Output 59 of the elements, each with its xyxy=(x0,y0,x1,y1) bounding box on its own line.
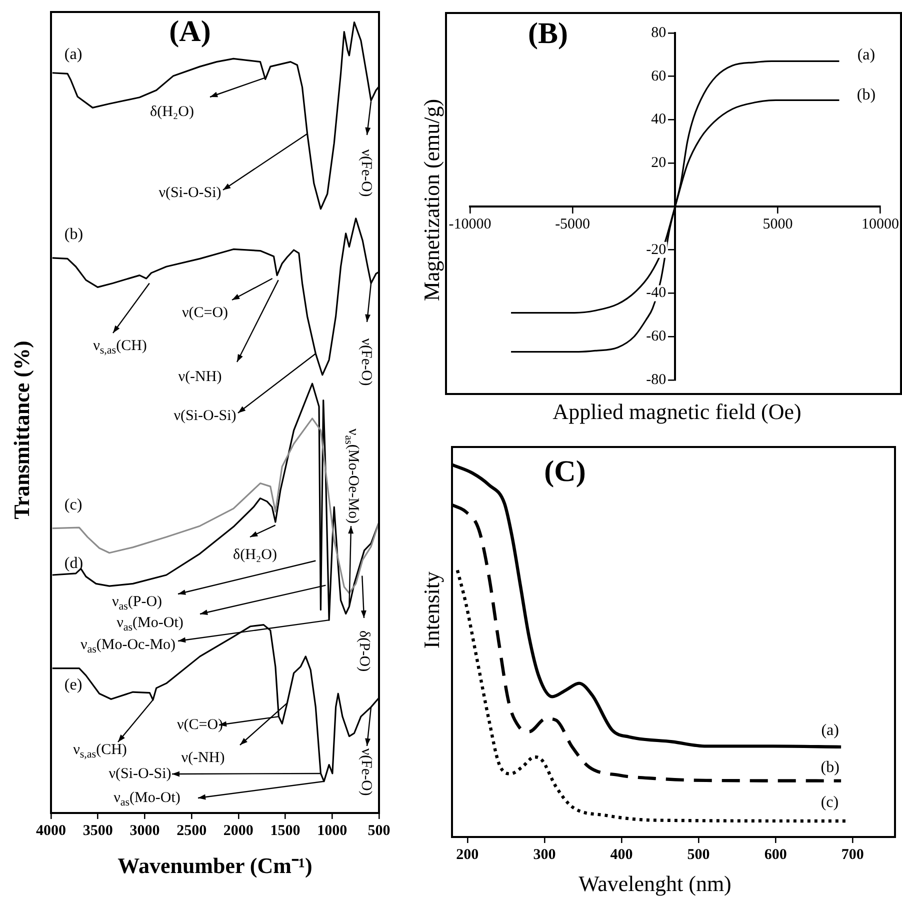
x-tick-label: 500 xyxy=(368,822,390,839)
chart-title: (A) xyxy=(169,15,211,48)
annotation: ν(Fe-O) xyxy=(358,149,374,197)
annotation: δ(H₂O) xyxy=(233,546,277,563)
x-tick-label: -10000 xyxy=(448,216,492,232)
y-tick-label: -40 xyxy=(646,285,666,302)
x-axis-title: Applied magnetic field (Oe) xyxy=(552,399,802,424)
annotation: δ(H₂O) xyxy=(150,104,194,120)
series-label: (d) xyxy=(64,555,84,572)
y-tick-label: 40 xyxy=(651,112,666,128)
y-tick-label: -80 xyxy=(646,372,666,388)
y-axis-title: Magnetization (emu/g) xyxy=(419,98,444,302)
x-tick-label: 200 xyxy=(456,846,479,863)
annotation: ν(-NH) xyxy=(178,368,222,385)
annotation: ν(C=O) xyxy=(176,716,224,733)
chart-title: (B) xyxy=(528,17,568,50)
y-tick-label: -20 xyxy=(646,242,666,258)
x-tick-label: 3500 xyxy=(82,822,113,839)
series-label: (e) xyxy=(64,676,82,694)
x-tick-label: 400 xyxy=(610,846,633,863)
series-label: (b) xyxy=(820,759,840,776)
y-axis-title: Transmittance (%) xyxy=(9,340,34,520)
y-tick-label: -60 xyxy=(646,328,666,345)
series-label: (a) xyxy=(857,46,876,64)
series-label: (c) xyxy=(64,496,82,514)
annotation: ν(Si-O-Si) xyxy=(174,408,236,424)
annotation: ν(Fe-O) xyxy=(358,338,374,386)
y-tick-label: 20 xyxy=(651,155,666,172)
annotation: ν(Si-O-Si) xyxy=(158,184,222,201)
series-label: (b) xyxy=(856,86,876,104)
x-tick-label: 2500 xyxy=(176,822,207,839)
x-tick-label: 4000 xyxy=(36,822,66,839)
x-axis-title: Wavelenght (nm) xyxy=(578,871,732,896)
annotation: ν(C=O) xyxy=(182,304,228,321)
series-label: (c) xyxy=(820,794,839,812)
x-tick-label: -5000 xyxy=(555,216,590,232)
x-tick-label: 1000 xyxy=(317,822,348,839)
annotation: ν(Si-O-Si) xyxy=(108,766,172,782)
x-tick-label: 600 xyxy=(764,846,787,863)
x-tick-label: 2000 xyxy=(223,822,254,839)
series-label: (a) xyxy=(821,722,839,740)
x-tick-label: 500 xyxy=(687,846,710,863)
x-tick-label: 1500 xyxy=(270,822,300,839)
chart-title: (C) xyxy=(544,455,586,488)
x-tick-label: 700 xyxy=(841,846,864,863)
y-axis-title: Intensity xyxy=(419,572,444,648)
series-label: (a) xyxy=(64,46,82,64)
y-tick-label: 60 xyxy=(651,68,666,84)
x-tick-label: 5000 xyxy=(762,216,793,232)
x-tick-label: 3000 xyxy=(130,822,160,839)
annotation: ν(Fe-O) xyxy=(358,748,374,796)
x-tick-label: 10000 xyxy=(862,216,899,232)
series-label: (b) xyxy=(64,226,84,244)
annotation: δ(P-O) xyxy=(356,630,372,672)
y-tick-label: 80 xyxy=(651,24,666,41)
annotation: ν(-NH) xyxy=(181,750,225,766)
x-tick-label: 300 xyxy=(533,846,556,863)
annotation: νas(Mo-Oe-Mo) xyxy=(342,428,362,524)
x-axis-title: Wavenumber (Cm⁻¹) xyxy=(118,853,312,878)
